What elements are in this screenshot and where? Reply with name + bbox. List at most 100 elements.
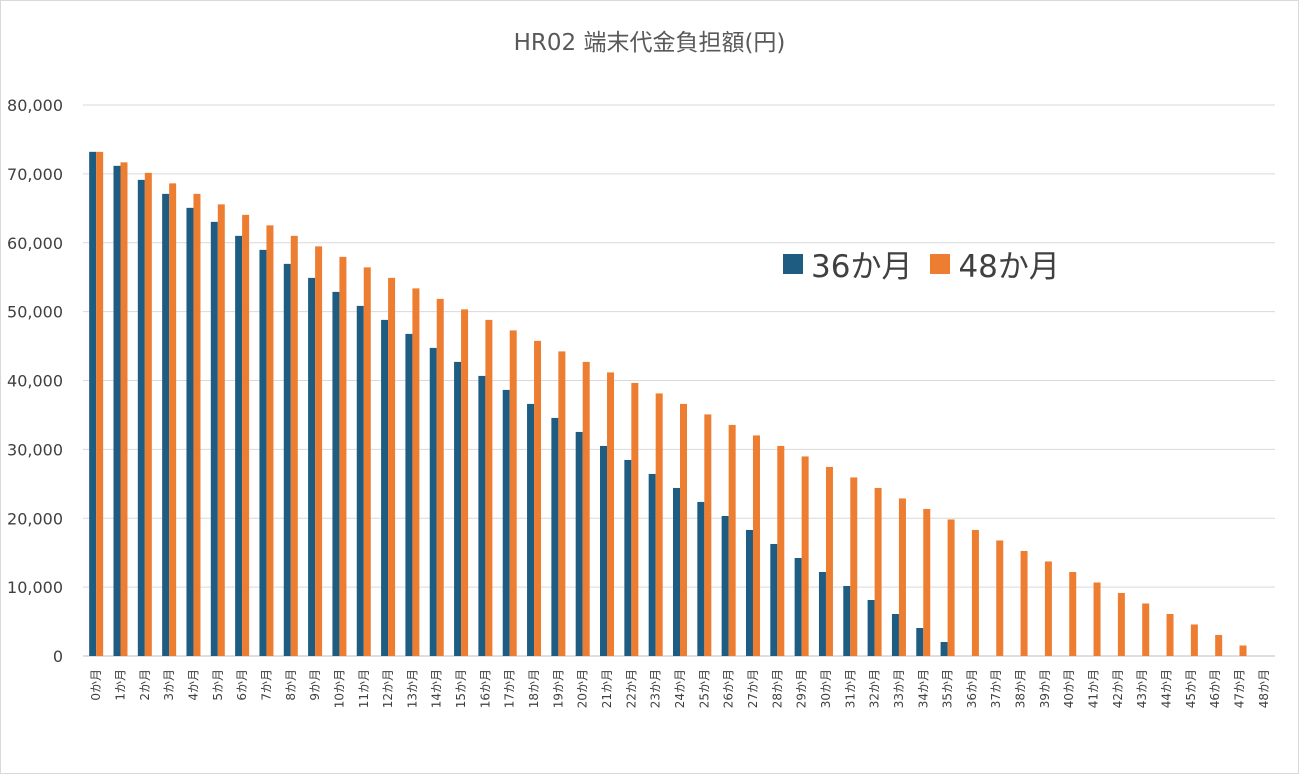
bar-48-months [1117,592,1125,656]
bar-48-months [704,414,712,656]
bar-36-months [916,627,924,656]
bar-48-months [607,372,615,656]
x-tick-label: 3か月 [162,669,176,701]
bar-36-months [575,431,583,656]
bar-48-months [582,361,590,656]
bar-48-months [850,477,858,656]
x-tick-label: 48か月 [1257,669,1271,708]
bar-36-months [867,599,875,656]
x-tick-label: 47か月 [1233,669,1247,708]
bar-48-months [534,340,542,656]
y-tick-label: 60,000 [7,234,63,253]
x-tick-label: 14か月 [430,669,444,708]
x-tick-label: 26か月 [722,669,736,708]
x-tick-label: 17か月 [503,669,517,708]
bar-36-months [454,361,462,656]
bar-36-months [429,347,437,656]
bar-48-months [752,435,760,656]
bar-48-months [825,466,833,656]
bar-48-months [898,498,906,656]
x-tick-label: 18か月 [527,669,541,708]
bar-48-months [290,235,298,657]
x-tick-label: 39か月 [1038,669,1052,708]
bar-48-months [120,162,128,656]
x-tick-label: 43か月 [1135,669,1149,708]
bar-48-months [266,225,274,656]
x-tick-label: 30か月 [819,669,833,708]
bar-48-months [315,246,323,656]
x-tick-label: 36か月 [965,669,979,708]
bar-48-months [874,487,882,656]
x-tick-label: 16か月 [478,669,492,708]
bar-48-months [461,309,469,656]
legend-label-36: 36か月 [811,249,913,285]
bar-48-months [144,172,152,657]
x-tick-label: 40か月 [1062,669,1076,708]
bar-36-months [843,585,851,656]
bar-48-months [655,393,663,656]
bar-48-months [801,456,809,656]
x-tick-label: 13か月 [405,669,419,708]
x-tick-label: 41か月 [1087,669,1101,708]
bar-48-months [363,267,371,656]
x-tick-label: 37か月 [989,669,1003,708]
x-tick-label: 5か月 [211,669,225,701]
bar-48-months [388,277,396,656]
bar-36-months [940,641,948,656]
bar-36-months [600,445,608,656]
bar-36-months [235,235,243,657]
bar-36-months [551,417,559,656]
x-tick-label: 19か月 [551,669,565,708]
bar-48-months [631,382,639,656]
x-tick-label: 34か月 [916,669,930,708]
bar-48-months [1166,613,1174,656]
bar-36-months [697,501,705,656]
x-tick-label: 24か月 [673,669,687,708]
x-tick-label: 25か月 [697,669,711,708]
bar-48-months [169,183,177,656]
bar-48-months [1142,603,1150,656]
bar-36-months [308,277,316,656]
x-tick-label: 23か月 [649,669,663,708]
x-tick-label: 7か月 [259,669,273,701]
x-tick-label: 12か月 [381,669,395,708]
x-tick-label: 31か月 [843,669,857,708]
bar-48-months [996,540,1004,656]
x-tick-label: 21か月 [600,669,614,708]
y-tick-label: 30,000 [7,440,63,459]
bar-36-months [259,249,267,656]
y-tick-label: 50,000 [7,303,63,322]
y-tick-label: 80,000 [7,96,63,115]
bar-48-months [193,193,201,656]
bar-36-months [186,207,194,656]
bar-36-months [624,459,632,656]
bar-36-months [502,389,510,656]
x-tick-label: 8か月 [284,669,298,701]
x-tick-label: 27か月 [746,669,760,708]
x-tick-label: 35か月 [941,669,955,708]
x-tick-label: 1か月 [113,669,127,701]
bar-48-months [728,424,736,656]
x-tick-label: 10か月 [332,669,346,708]
bar-36-months [648,473,656,656]
chart-title: HR02 端末代金負担額(円) [513,30,786,56]
bar-36-months [356,305,364,656]
y-tick-label: 0 [53,647,63,666]
bar-48-months [971,529,979,656]
legend-swatch-48 [930,253,951,274]
x-tick-label: 4か月 [186,669,200,701]
x-tick-label: 9か月 [308,669,322,701]
x-tick-label: 11か月 [357,669,371,708]
bar-36-months [137,179,145,656]
bar-48-months [217,204,225,657]
bar-36-months [478,375,486,656]
bar-36-months [673,487,680,656]
bar-36-months [283,263,291,656]
x-tick-label: 0か月 [89,669,103,701]
legend-item-36: 36か月 [783,241,912,286]
bar-36-months [89,151,97,656]
y-tick-label: 70,000 [7,165,63,184]
bar-48-months [96,151,104,656]
